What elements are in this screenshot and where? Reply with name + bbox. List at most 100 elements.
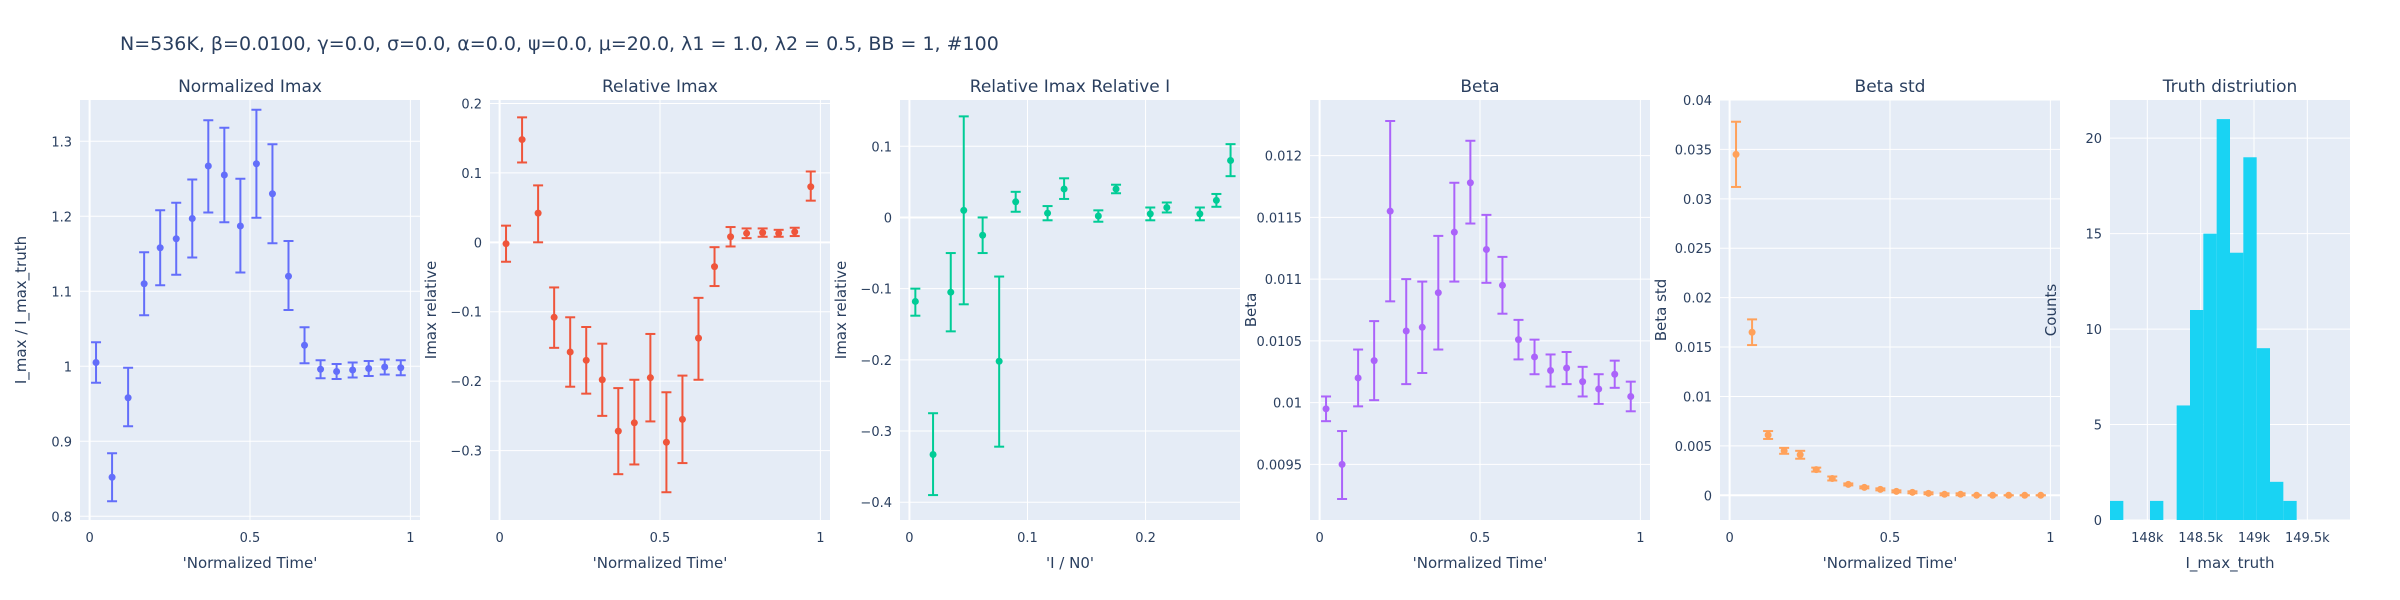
x-tick-label: 0.2 [1135, 531, 1156, 546]
y-tick-label: 0.8 [51, 510, 72, 525]
x-tick-label: 0 [905, 531, 913, 546]
x-axis-label: 'I / N0' [1046, 554, 1094, 572]
y-tick-label: 0.1 [461, 167, 482, 182]
data-point [1531, 353, 1539, 361]
data-point [1354, 374, 1362, 382]
histogram-bar [2283, 500, 2297, 520]
data-point [947, 288, 955, 296]
y-tick-label: −0.1 [450, 306, 482, 321]
data-point [678, 415, 686, 423]
y-tick-label: −0.3 [860, 425, 892, 440]
y-tick-label: −0.3 [450, 445, 482, 460]
x-tick-label: 0.5 [1470, 531, 1491, 546]
data-point [2021, 491, 2029, 499]
data-point [727, 233, 735, 241]
histogram-bar [2150, 500, 2164, 520]
data-point [1434, 289, 1442, 297]
y-tick-label: −0.2 [450, 375, 482, 390]
subplot-title: Beta std [1855, 77, 1926, 97]
subplot-6: 148k 148.5k 149k 149.5k 0 5 10 15 20 Truth distri… [2042, 77, 2350, 573]
y-tick-label: 0.03 [1683, 193, 1712, 208]
data-point [582, 356, 590, 364]
data-point [252, 160, 260, 168]
y-axis-label: I_max / I_max_truth [12, 236, 31, 384]
data-point [333, 368, 341, 375]
histogram-bar [2256, 348, 2270, 520]
x-axis-label: 'Normalized Time' [183, 554, 318, 572]
data-point [911, 297, 919, 305]
data-point [301, 341, 309, 349]
data-point [743, 229, 751, 237]
data-point [1163, 203, 1171, 211]
x-tick-label: 1 [816, 531, 824, 546]
y-tick-label: 5 [2094, 419, 2102, 434]
y-tick-label: 0.012 [1265, 150, 1302, 165]
data-point [92, 359, 100, 366]
data-point [1094, 212, 1102, 220]
y-tick-label: 10 [2085, 323, 2102, 338]
data-point [2037, 491, 2045, 499]
histogram-bar [2230, 252, 2244, 520]
y-axis-label: Counts [2042, 284, 2060, 337]
y-tick-label: 0.2 [461, 97, 482, 112]
data-point [1482, 245, 1490, 253]
histogram-bar [2190, 310, 2204, 520]
y-axis-label: Beta [1242, 293, 1260, 328]
data-point [1828, 474, 1836, 482]
subplot-title: Relative Imax Relative I [970, 77, 1170, 97]
data-point [929, 451, 937, 459]
data-point [1748, 328, 1756, 336]
data-point [1989, 491, 1997, 499]
data-point [995, 357, 1003, 365]
y-axis-label: Beta std [1652, 279, 1670, 342]
data-point [630, 419, 638, 427]
data-point [140, 280, 148, 288]
data-point [1892, 487, 1900, 495]
y-tick-label: 0.01 [1683, 390, 1712, 405]
data-point [349, 366, 357, 374]
x-tick-label: 149.5k [2285, 531, 2330, 546]
subplot-2: 0 0.5 1 −0.3 −0.2 −0.1 0 0.1 0.2 Relative Imax 'No… [422, 77, 830, 572]
y-tick-label: −0.4 [860, 496, 892, 511]
data-point [397, 364, 405, 372]
y-tick-label: 0.035 [1675, 143, 1712, 158]
x-axis-label: I_max_truth [2185, 554, 2274, 573]
data-point [220, 171, 228, 179]
data-point [960, 206, 968, 214]
histogram-bar [2176, 405, 2190, 520]
figure-title: N=536K, β=0.0100, γ=0.0, σ=0.0, α=0.0, ψ… [120, 33, 999, 55]
data-point [381, 363, 389, 371]
y-tick-label: 0.0095 [1257, 458, 1303, 473]
data-point [502, 240, 510, 248]
data-point [1450, 228, 1458, 236]
y-tick-label: 1.2 [51, 210, 72, 225]
y-tick-label: 20 [2085, 132, 2102, 147]
data-point [1498, 281, 1506, 289]
subplot-title: Relative Imax [602, 77, 718, 97]
data-point [1322, 405, 1330, 413]
data-point [124, 394, 132, 402]
data-point [1547, 367, 1555, 375]
x-axis-label: 'Normalized Time' [1413, 554, 1548, 572]
data-point [2005, 491, 2013, 499]
data-point [1732, 150, 1740, 158]
data-point [518, 136, 526, 144]
data-point [1514, 336, 1522, 344]
y-tick-label: 0.0115 [1257, 211, 1303, 226]
x-tick-label: 0 [1315, 531, 1323, 546]
data-point [188, 215, 196, 222]
x-tick-label: 1 [406, 531, 414, 546]
y-tick-label: 0 [474, 236, 482, 251]
data-point [1941, 490, 1949, 498]
data-point [1796, 451, 1804, 459]
data-point [1060, 185, 1068, 193]
data-point [1876, 485, 1884, 493]
data-point [1595, 385, 1603, 393]
plot-background [900, 100, 1240, 520]
x-tick-label: 0.5 [650, 531, 671, 546]
y-tick-label: −0.1 [860, 283, 892, 298]
subplot-title: Beta [1460, 77, 1499, 97]
data-point [1812, 466, 1820, 474]
subplot-1: 0 0.5 1 0.8 0.9 1 1.1 1.2 1.3 Normalized Imax 'Nor… [12, 77, 420, 572]
